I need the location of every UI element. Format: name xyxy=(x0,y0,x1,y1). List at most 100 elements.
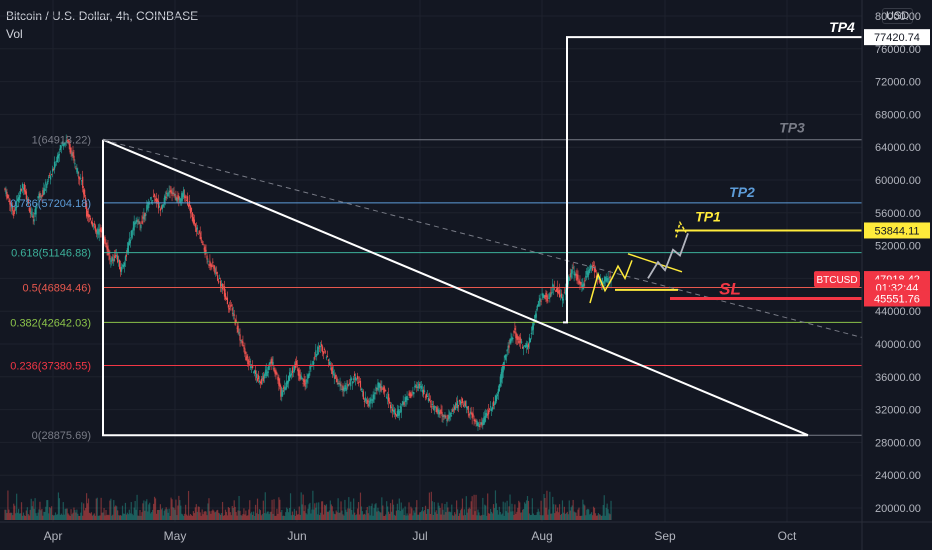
volume-bar xyxy=(264,492,266,520)
volume-bar xyxy=(537,508,539,520)
candle-body xyxy=(555,290,557,292)
volume-bar xyxy=(130,502,132,520)
volume-bar xyxy=(486,515,488,520)
volume-bar xyxy=(208,498,210,520)
volume-bar xyxy=(32,501,34,520)
candle-body xyxy=(397,409,399,417)
candle-body xyxy=(389,404,392,409)
volume-bar xyxy=(323,504,326,520)
candle-body xyxy=(402,401,404,405)
x-tick-label: Aug xyxy=(531,529,552,543)
volume-bar xyxy=(168,508,170,520)
candle-body xyxy=(371,402,373,404)
candle-body xyxy=(347,384,349,387)
volume-bar xyxy=(444,503,446,520)
volume-bar xyxy=(333,513,335,520)
candle-body xyxy=(457,405,460,407)
volume-bar xyxy=(173,507,175,520)
candle-body xyxy=(115,254,117,257)
volume-bar xyxy=(71,514,73,520)
candle-body xyxy=(550,292,552,294)
candle-body xyxy=(345,387,347,391)
volume-bar xyxy=(122,513,125,520)
volume-bar xyxy=(403,515,405,520)
volume-bar xyxy=(605,507,607,520)
volume-bar xyxy=(148,504,150,520)
candle-body xyxy=(562,299,565,301)
candle-body xyxy=(126,248,128,253)
candle-body xyxy=(260,378,262,384)
volume-bar xyxy=(241,515,243,520)
volume-bar xyxy=(30,498,32,520)
volume-bar xyxy=(516,511,518,520)
candle-body xyxy=(215,272,217,274)
volume-bar xyxy=(307,508,309,520)
candle-body xyxy=(509,338,511,344)
candle-body xyxy=(306,379,308,383)
x-tick-label: May xyxy=(164,529,187,543)
candle-body xyxy=(168,190,170,194)
volume-bar xyxy=(244,514,246,520)
volume-bar xyxy=(85,507,87,520)
volume-bar xyxy=(209,511,211,520)
fib-label: 0(28875.69) xyxy=(32,430,91,442)
candle-body xyxy=(207,260,209,262)
volume-bar xyxy=(107,514,109,520)
volume-bar xyxy=(398,498,400,520)
candle-body xyxy=(427,397,430,402)
volume-bar xyxy=(266,511,268,520)
currency-button[interactable]: USD xyxy=(882,8,914,24)
volume-bar xyxy=(48,513,50,520)
volume-bar xyxy=(205,511,207,520)
candle-body xyxy=(537,304,539,307)
fib-label: 0.786(57204.18) xyxy=(10,198,91,210)
candle-body xyxy=(496,394,498,397)
candle-body xyxy=(403,402,405,405)
candle-body xyxy=(317,346,319,355)
wave-pattern xyxy=(589,260,633,304)
volume-bar xyxy=(547,514,549,520)
volume-bar xyxy=(54,512,57,520)
volume-bar xyxy=(298,506,300,520)
volume-bar xyxy=(256,498,259,520)
candle-body xyxy=(546,295,548,301)
volume-bar xyxy=(93,513,95,520)
candle-body xyxy=(24,190,26,194)
volume-bar xyxy=(506,500,508,520)
candle-body xyxy=(307,374,309,379)
candle-body xyxy=(459,400,462,405)
candle-body xyxy=(39,193,41,198)
candle-body xyxy=(33,219,35,222)
candle-body xyxy=(420,385,422,388)
volume-bar xyxy=(243,508,245,520)
volume-bar xyxy=(562,512,565,520)
volume-bar xyxy=(196,511,198,520)
candle-body xyxy=(80,177,82,179)
candle-body xyxy=(299,374,301,380)
candle-body xyxy=(93,223,95,226)
volume-bar xyxy=(450,512,452,520)
candle-body xyxy=(434,406,436,408)
volume-bar xyxy=(234,506,236,520)
candle-body xyxy=(114,255,116,259)
candle-body xyxy=(178,196,180,201)
candle-body xyxy=(214,268,216,273)
volume-bar xyxy=(228,507,230,520)
candle-body xyxy=(122,264,125,268)
candle-body xyxy=(96,231,98,235)
candle-body xyxy=(372,394,374,402)
volume-bar xyxy=(67,513,69,520)
volume-bar xyxy=(303,511,305,520)
candle-body xyxy=(292,371,295,373)
candle-body xyxy=(469,411,471,415)
candle-body xyxy=(605,276,607,282)
candle-body xyxy=(81,180,83,182)
volume-bar xyxy=(314,503,316,520)
candle-body xyxy=(298,370,300,376)
volume-bar xyxy=(355,514,358,520)
candle-body xyxy=(375,386,377,391)
candle-body xyxy=(441,411,443,417)
volume-bar xyxy=(47,500,49,520)
candle-body xyxy=(196,227,198,230)
